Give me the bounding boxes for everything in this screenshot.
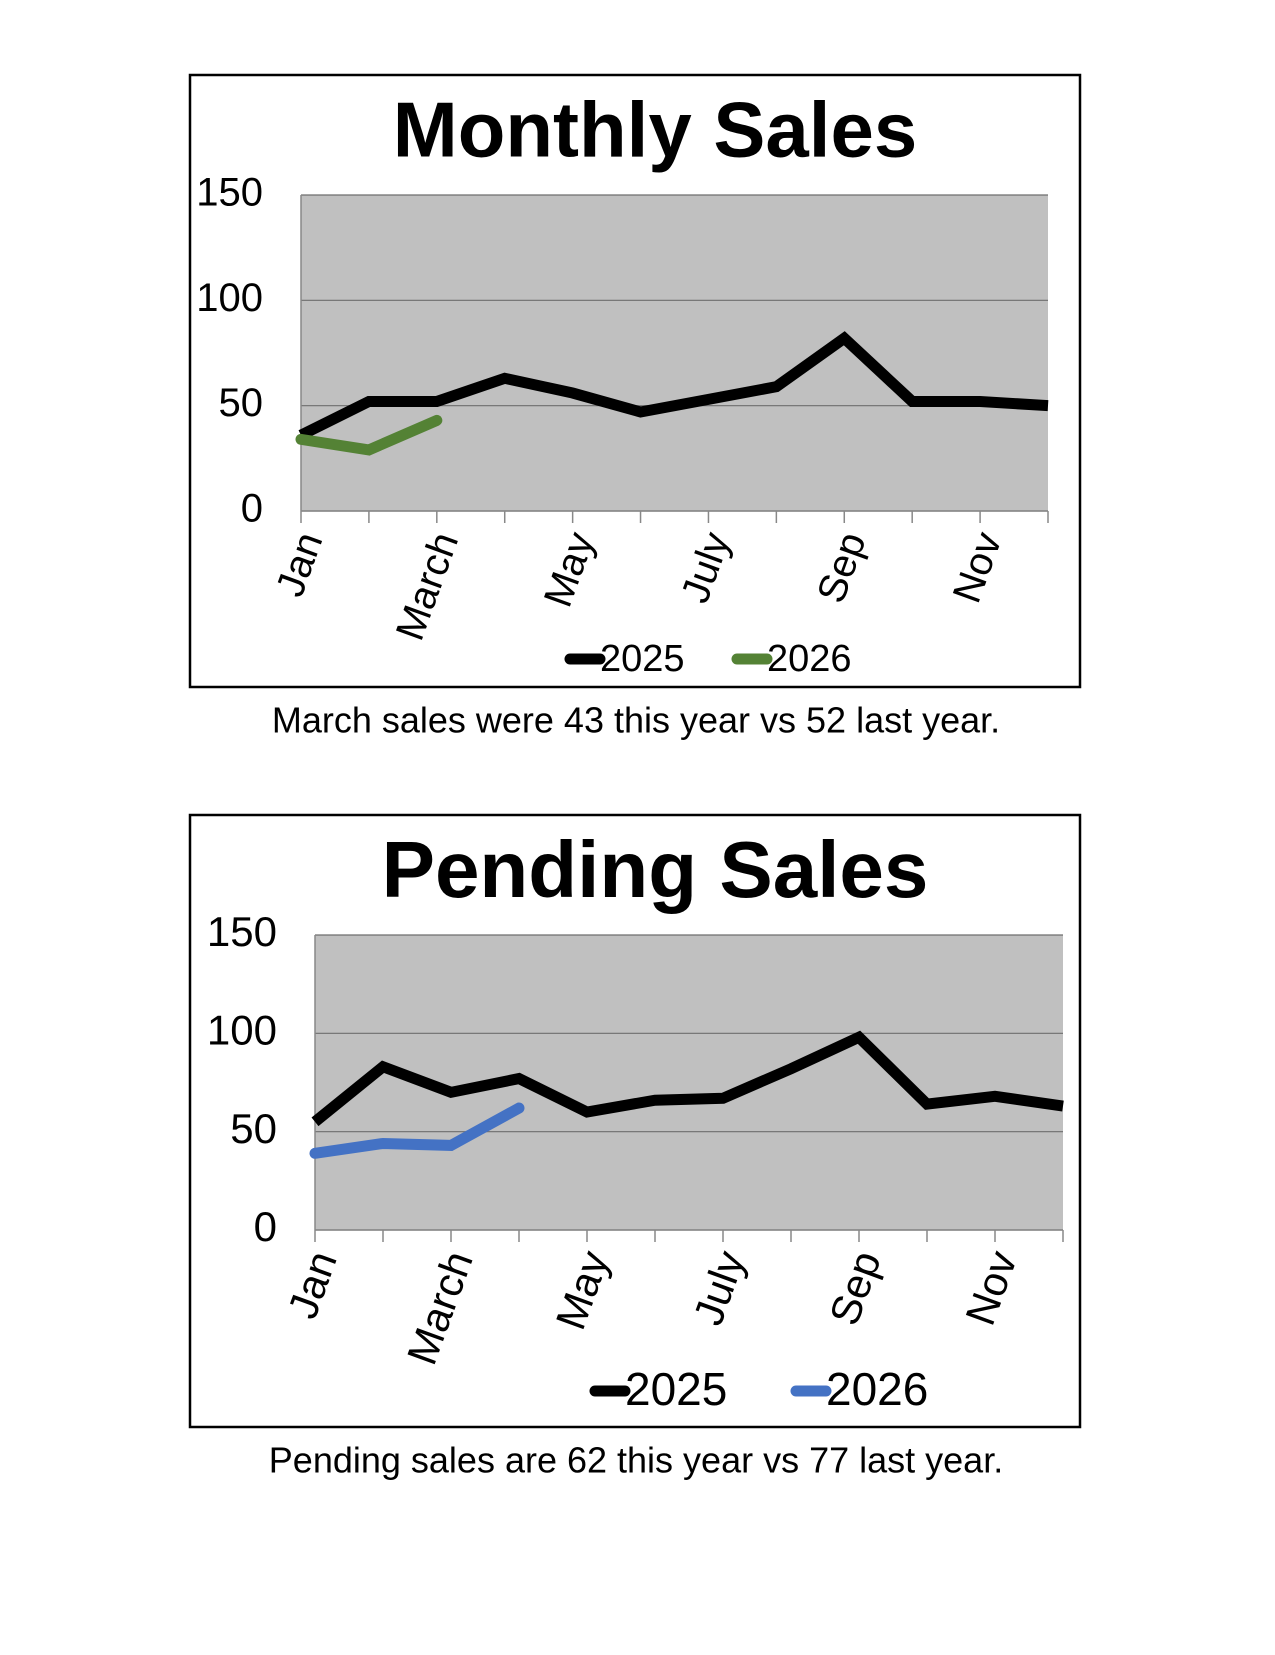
caption: Pending sales are 62 this year vs 77 las… bbox=[269, 1440, 1003, 1481]
y-tick-label: 50 bbox=[230, 1105, 277, 1152]
y-tick-label: 150 bbox=[196, 171, 263, 215]
chart-title: Monthly Sales bbox=[393, 86, 917, 174]
series-line bbox=[295, 414, 443, 456]
y-tick-label: 0 bbox=[254, 1203, 277, 1250]
y-tick-label: 100 bbox=[196, 276, 263, 320]
legend-label: 2026 bbox=[826, 1363, 928, 1415]
y-tick-label: 100 bbox=[207, 1006, 277, 1053]
plot-area bbox=[301, 195, 1048, 511]
series-line bbox=[309, 1102, 525, 1159]
legend-label: 2025 bbox=[625, 1363, 727, 1415]
y-tick-label: 150 bbox=[207, 908, 277, 955]
legend-label: 2026 bbox=[767, 638, 852, 680]
series-line bbox=[311, 1030, 1064, 1127]
series-line bbox=[298, 331, 1049, 441]
caption: March sales were 43 this year vs 52 last… bbox=[272, 700, 1000, 741]
y-tick-label: 0 bbox=[241, 487, 263, 531]
y-tick-label: 50 bbox=[219, 381, 264, 425]
chart-title: Pending Sales bbox=[382, 825, 929, 914]
legend-label: 2025 bbox=[600, 638, 685, 680]
